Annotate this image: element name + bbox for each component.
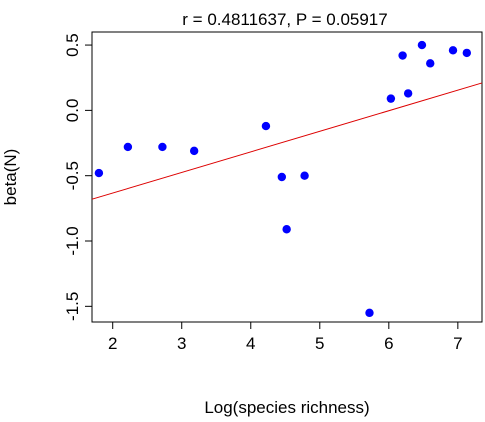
data-point — [398, 51, 407, 60]
x-axis: 2 3 4 5 6 7 — [108, 322, 463, 353]
chart-title: r = 0.4811637, P = 0.05917 — [182, 10, 387, 29]
data-point — [158, 142, 167, 152]
data-point — [261, 121, 271, 131]
data-point — [123, 142, 133, 152]
x-tick-label: 5 — [315, 334, 324, 353]
points-layer — [94, 40, 472, 318]
data-point — [300, 171, 309, 180]
y-tick-label: 0.0 — [63, 99, 82, 123]
x-axis-label: Log(species richness) — [204, 398, 369, 417]
y-tick-label: -1.5 — [63, 292, 82, 321]
data-point — [462, 48, 472, 58]
x-tick-label: 7 — [453, 334, 462, 353]
x-tick-label: 6 — [384, 334, 393, 353]
data-point — [94, 168, 104, 178]
data-point — [365, 308, 374, 318]
regression-line — [91, 82, 483, 200]
fit-line-layer — [91, 82, 483, 200]
data-point — [448, 46, 458, 55]
data-point — [426, 59, 435, 68]
data-point — [417, 40, 427, 50]
plot-frame — [91, 31, 483, 323]
y-axis: -1.5 -1.0 -0.5 0.0 0.5 — [63, 33, 92, 321]
data-point — [189, 146, 199, 156]
x-tick-label: 4 — [246, 334, 255, 353]
y-axis-label: beta(N) — [1, 149, 20, 206]
data-point — [282, 225, 291, 234]
data-point — [386, 94, 396, 103]
data-point — [403, 89, 413, 98]
y-tick-label: -0.5 — [63, 161, 82, 190]
y-tick-label: 0.5 — [63, 33, 82, 57]
x-tick-label: 2 — [108, 334, 117, 353]
y-tick-label: -1.0 — [63, 226, 82, 255]
x-tick-label: 3 — [177, 334, 186, 353]
data-point — [277, 172, 287, 182]
